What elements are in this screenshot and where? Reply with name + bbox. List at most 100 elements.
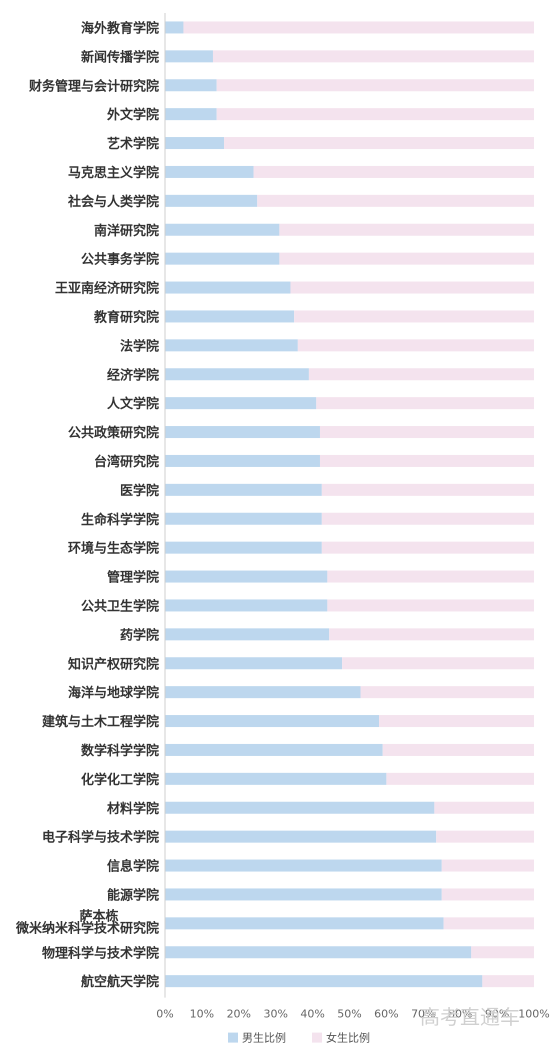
bar-female-33 [482, 975, 534, 988]
legend-label-female: 女生比例 [326, 1031, 370, 1045]
category-label: 医学院 [120, 483, 159, 499]
category-label: 知识产权研究院 [68, 656, 159, 672]
x-tick-label: 80% [448, 1008, 472, 1021]
bar-female-32 [471, 946, 534, 959]
bar-male-6 [165, 194, 258, 207]
x-tick-label: 70% [411, 1008, 435, 1021]
bar-female-26 [386, 772, 534, 785]
bar-female-6 [257, 194, 534, 207]
bars-group [165, 21, 535, 988]
category-label: 公共事务学院 [81, 252, 159, 268]
bar-male-32 [165, 946, 472, 959]
bar-female-18 [321, 541, 534, 554]
category-label: 航空航天学院 [81, 974, 159, 990]
bar-male-25 [165, 743, 383, 756]
category-label: 马克思主义学院 [68, 165, 159, 181]
bar-female-8 [279, 252, 534, 265]
bar-female-11 [297, 339, 534, 352]
category-label: 海洋与地球学院 [68, 685, 159, 701]
bar-female-17 [321, 512, 534, 525]
category-label: 建筑与土木工程学院 [42, 714, 159, 730]
bar-male-18 [165, 541, 322, 554]
category-label: 化学化工学院 [81, 772, 159, 788]
category-label: 海外教育学院 [81, 20, 159, 36]
legend-label-male: 男生比例 [242, 1031, 286, 1045]
legend-swatch-female [312, 1032, 322, 1043]
category-label: 电子科学与技术学院 [42, 830, 159, 846]
category-label: 新闻传播学院 [81, 49, 159, 65]
bar-male-30 [165, 888, 442, 901]
bar-female-7 [279, 223, 534, 236]
bar-female-15 [319, 454, 534, 467]
category-label: 药学院 [120, 627, 159, 643]
category-label: 生命科学学院 [81, 512, 159, 528]
category-label: 王亚南经济研究院 [55, 281, 159, 297]
legend: 男生比例 女生比例 [228, 1031, 370, 1045]
category-label: 数学科学学院 [81, 743, 159, 759]
bar-female-28 [436, 830, 534, 843]
bar-male-24 [165, 715, 380, 728]
bar-female-13 [316, 397, 534, 410]
category-label: 公共卫生学院 [81, 598, 159, 614]
x-tick-label: 10% [190, 1008, 214, 1021]
bar-female-22 [342, 657, 534, 670]
category-label: 人文学院 [107, 396, 159, 412]
x-tick-label: 90% [485, 1008, 509, 1021]
bar-female-14 [319, 426, 534, 439]
x-tick-labels: 0% 10% 20% 30% 40% 50% 60% 70% 80% 90% 100% [156, 1008, 549, 1021]
bar-female-4 [224, 137, 535, 150]
bar-male-7 [165, 223, 280, 236]
bar-male-17 [165, 512, 322, 525]
category-label: 萨本栋微米纳米科学技术研究院 [15, 908, 159, 936]
category-label: 管理学院 [107, 570, 159, 586]
bar-male-26 [165, 772, 387, 785]
category-label: 信息学院 [107, 859, 159, 875]
x-tick-label: 50% [337, 1008, 361, 1021]
category-label: 公共政策研究院 [68, 425, 159, 441]
bar-female-24 [379, 715, 534, 728]
x-tick-label: 60% [374, 1008, 398, 1021]
bar-male-29 [165, 859, 442, 872]
bar-male-11 [165, 339, 298, 352]
bar-female-3 [216, 108, 534, 121]
bar-male-33 [165, 975, 483, 988]
bar-male-15 [165, 454, 320, 467]
bar-female-5 [253, 165, 534, 178]
bar-female-29 [441, 859, 534, 872]
x-tick-label: 100% [518, 1008, 549, 1021]
watermark-text: 高考直通车 [420, 1005, 520, 1029]
bar-male-20 [165, 599, 328, 612]
bar-male-9 [165, 281, 291, 294]
category-label: 艺术学院 [107, 136, 159, 152]
category-label: 材料学院 [107, 801, 159, 817]
bar-female-20 [327, 599, 534, 612]
category-label: 能源学院 [107, 887, 159, 903]
x-tick-label: 20% [227, 1008, 251, 1021]
x-tick-label: 40% [300, 1008, 324, 1021]
bar-male-16 [165, 483, 322, 496]
bar-female-10 [294, 310, 534, 323]
category-label: 经济学院 [107, 367, 159, 383]
category-label: 南洋研究院 [94, 223, 159, 239]
bar-female-1 [212, 50, 534, 63]
category-label: 台湾研究院 [94, 454, 159, 470]
bar-male-0 [165, 21, 184, 34]
bar-female-25 [382, 743, 534, 756]
bar-male-12 [165, 368, 309, 381]
bar-female-19 [327, 570, 534, 583]
x-tick-label: 0% [156, 1008, 173, 1021]
bar-female-23 [360, 686, 534, 699]
bar-male-10 [165, 310, 295, 323]
bar-male-22 [165, 657, 343, 670]
category-label: 外文学院 [106, 107, 159, 123]
bar-male-13 [165, 397, 317, 410]
bar-female-30 [441, 888, 534, 901]
bar-male-28 [165, 830, 437, 843]
category-label: 教育研究院 [93, 309, 159, 325]
category-label: 社会与人类学院 [67, 194, 159, 210]
bar-female-31 [443, 917, 534, 930]
legend-swatch-male [228, 1032, 238, 1043]
category-label: 环境与生态学院 [68, 541, 159, 557]
bar-male-8 [165, 252, 280, 265]
category-labels: 海外教育学院新闻传播学院财务管理与会计研究院外文学院艺术学院马克思主义学院社会与… [15, 20, 159, 990]
